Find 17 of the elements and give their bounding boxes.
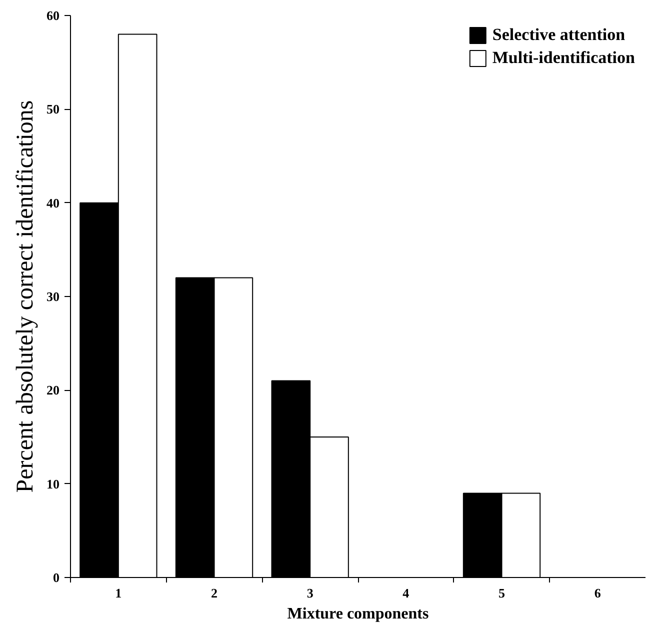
y-tick-label: 40 bbox=[46, 195, 60, 210]
legend-label: Multi-identification bbox=[492, 48, 635, 68]
x-tick-label: 4 bbox=[402, 586, 410, 600]
x-tick-label: 3 bbox=[306, 586, 314, 600]
x-tick-label: 2 bbox=[211, 586, 218, 600]
y-tick-label: 50 bbox=[46, 102, 60, 117]
x-tick-label: 1 bbox=[115, 586, 122, 600]
y-tick-label: 30 bbox=[46, 289, 60, 304]
y-axis-title: Percent absolutely correct identifications bbox=[12, 100, 38, 493]
x-tick-label: 6 bbox=[594, 586, 602, 600]
y-tick-label: 60 bbox=[46, 8, 60, 23]
x-tick-label: 5 bbox=[498, 586, 506, 600]
x-axis-title: Mixture components bbox=[287, 606, 429, 622]
y-tick-label: 20 bbox=[46, 382, 60, 398]
legend-label: Selective attention bbox=[492, 25, 626, 45]
y-tick-label: 0 bbox=[53, 570, 60, 585]
y-tick-label: 10 bbox=[46, 476, 60, 492]
